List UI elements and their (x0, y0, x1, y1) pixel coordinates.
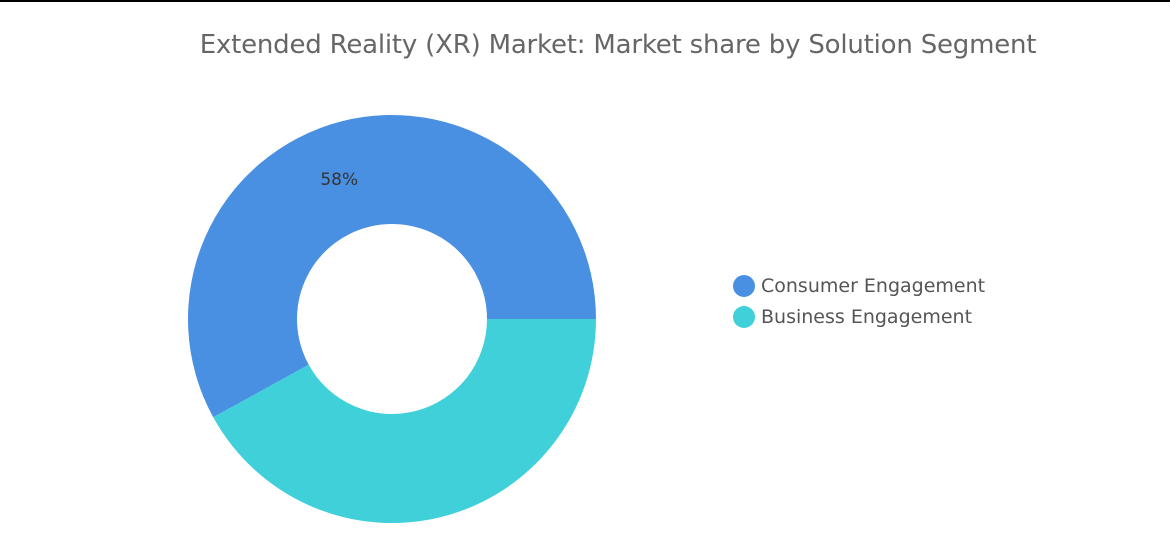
legend-label-consumer-engagement: Consumer Engagement (761, 274, 986, 297)
chart-title: Extended Reality (XR) Market: Market sha… (199, 30, 1037, 60)
chart-legend: Consumer Engagement Business Engagement (733, 270, 985, 332)
donut-slice-consumer-engagement[interactable] (188, 115, 596, 418)
legend-swatch-business-engagement (733, 305, 755, 328)
data-label-consumer-engagement: 58% (320, 170, 358, 190)
legend-label-business-engagement: Business Engagement (761, 305, 973, 328)
donut-slice-business-engagement[interactable] (213, 319, 596, 523)
legend-item-consumer-engagement[interactable]: Consumer Engagement (733, 270, 985, 301)
legend-swatch-consumer-engagement (733, 274, 755, 297)
legend-item-business-engagement[interactable]: Business Engagement (733, 301, 985, 332)
top-border (0, 0, 1170, 2)
